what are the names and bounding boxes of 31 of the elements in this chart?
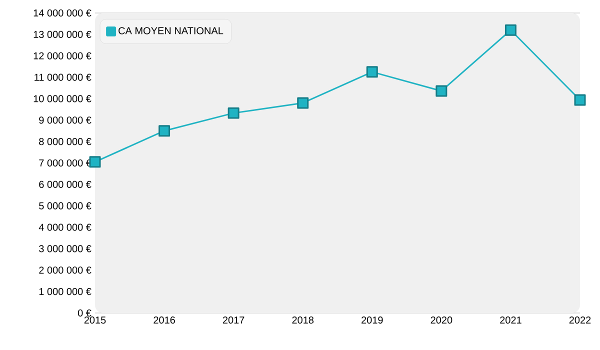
y-tick-label: 10 000 000 € <box>34 95 92 102</box>
y-tick-label: 6 000 000 € <box>39 180 92 188</box>
point <box>297 97 309 109</box>
point <box>504 24 516 36</box>
x-tick-label: 2020 <box>430 316 452 324</box>
point <box>89 156 101 168</box>
y-tick-label: 13 000 000 € <box>34 30 92 38</box>
x-tick-label: 2017 <box>222 316 244 324</box>
point <box>228 107 240 119</box>
point <box>158 125 170 137</box>
point <box>574 94 586 106</box>
y-tick-label: 9 000 000 € <box>39 116 92 124</box>
y-tick-label: 11 000 000 € <box>34 74 92 81</box>
y-tick-label: 3 000 000 € <box>39 245 92 252</box>
y-tick-label: 5 000 000 € <box>39 202 92 210</box>
point <box>436 85 448 97</box>
y-tick-label: 8 000 000 € <box>39 138 92 146</box>
x-tick-label: 2016 <box>154 316 175 324</box>
point <box>366 66 378 78</box>
y-tick-label: 12 000 000 € <box>34 52 92 60</box>
x-tick-label: 2022 <box>569 316 591 324</box>
x-tick-label: 2021 <box>500 316 522 324</box>
y-tick-label: 1 000 000 € <box>39 288 92 296</box>
legend-label: CA MOYEN NATIONAL <box>118 27 224 34</box>
x-tick-label: 2018 <box>292 316 314 324</box>
y-tick-label: 4 000 000 € <box>38 224 92 231</box>
x-tick-label: 2015 <box>84 316 106 324</box>
y-tick-label: 0 € <box>78 309 92 317</box>
y-tick-label: 2 000 000 € <box>39 266 92 274</box>
y-tick-label: 14 000 000 € <box>34 9 92 17</box>
x-tick-label: 2019 <box>362 316 383 324</box>
